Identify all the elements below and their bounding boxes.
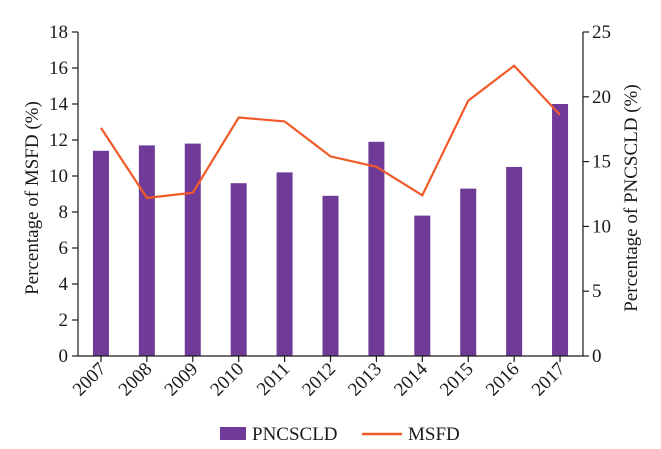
line-msfd — [100, 64, 561, 200]
bar-pncscld-2017 — [552, 104, 569, 356]
right-tick-label-10: 10 — [592, 216, 611, 237]
right-tick-label-0: 0 — [592, 346, 602, 367]
bar-pncscld-2010 — [230, 183, 247, 356]
bar-pncscld-2015 — [460, 188, 477, 356]
right-tick-label-25: 25 — [592, 22, 611, 43]
legend-label-pncscld: PNCSCLD — [252, 424, 338, 445]
bar-pncscld-2014 — [414, 215, 431, 356]
x-tick-label-2014: 2014 — [390, 358, 432, 400]
bars-layer — [92, 104, 569, 356]
left-tick-label-16: 16 — [49, 58, 68, 79]
left-tick-label-0: 0 — [59, 346, 69, 367]
bar-pncscld-2013 — [368, 141, 385, 356]
legend-label-msfd: MSFD — [408, 424, 460, 445]
bar-pncscld-2007 — [92, 150, 109, 356]
x-tick-label-2012: 2012 — [298, 359, 340, 401]
left-tick-label-6: 6 — [59, 238, 69, 259]
x-axis-ticks: 2007 2008 2009 2010 2011 2012 2013 2014 2015 2016… — [69, 356, 570, 400]
left-tick-label-12: 12 — [49, 130, 68, 151]
x-tick-label-2007: 2007 — [69, 359, 111, 401]
left-tick-label-2: 2 — [59, 310, 69, 331]
left-axis-title: Percentage of MSFD (%) — [22, 101, 43, 295]
bar-pncscld-2011 — [276, 172, 293, 356]
bar-pncscld-2012 — [322, 195, 339, 356]
bar-pncscld-2008 — [138, 145, 155, 356]
right-tick-label-5: 5 — [592, 281, 602, 302]
x-tick-label-2015: 2015 — [436, 359, 478, 401]
x-tick-label-2011: 2011 — [253, 359, 294, 400]
x-tick-label-2009: 2009 — [161, 359, 203, 401]
legend-swatch-pncscld — [220, 427, 246, 440]
left-tick-label-14: 14 — [49, 94, 69, 115]
x-tick-label-2010: 2010 — [206, 359, 248, 401]
line-layer — [100, 64, 561, 200]
x-tick-label-2016: 2016 — [482, 359, 524, 401]
right-tick-label-15: 15 — [592, 152, 611, 173]
left-tick-label-18: 18 — [49, 22, 68, 43]
bar-pncscld-2016 — [506, 167, 523, 356]
right-axis-ticks: 0 5 10 15 20 25 — [583, 22, 611, 367]
left-tick-label-4: 4 — [59, 274, 69, 295]
right-axis-title: Percentage of PNCSCLD (%) — [621, 84, 642, 311]
left-axis-ticks: 0 2 4 6 8 10 12 14 16 18 — [49, 22, 78, 367]
right-tick-label-20: 20 — [592, 87, 611, 108]
legend: PNCSCLD MSFD — [220, 424, 460, 445]
left-tick-label-10: 10 — [49, 166, 68, 187]
left-tick-label-8: 8 — [59, 202, 69, 223]
bar-pncscld-2009 — [184, 143, 201, 356]
x-tick-label-2008: 2008 — [115, 359, 157, 401]
x-tick-label-2017: 2017 — [528, 359, 570, 401]
x-tick-label-2013: 2013 — [344, 359, 386, 401]
